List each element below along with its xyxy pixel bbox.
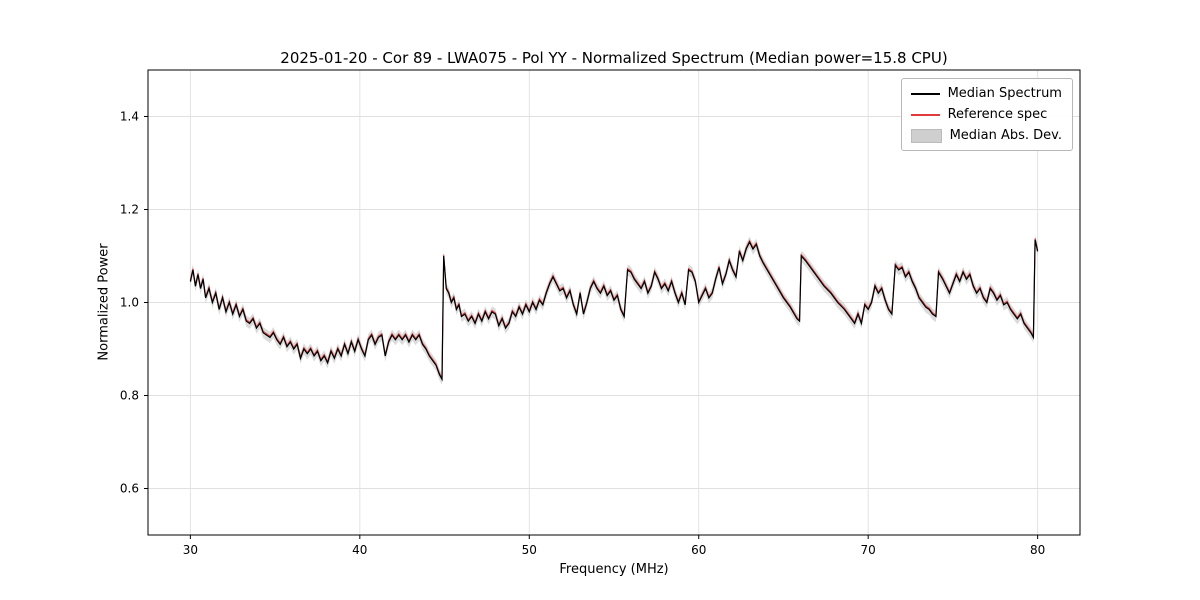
y-tick-label: 1.2 [120,203,139,217]
legend-line-swatch-red [910,113,940,116]
legend-label: Median Spectrum [947,86,1062,101]
chart-title: 2025-01-20 - Cor 89 - LWA075 - Pol YY - … [280,49,948,67]
x-tick-label: 60 [691,543,706,557]
legend-entry-reference-spec: Reference spec [910,107,1062,122]
x-tick-label: 80 [1030,543,1045,557]
x-tick-label: 50 [522,543,537,557]
x-tick-label: 30 [183,543,198,557]
mad-band [190,234,1038,385]
x-tick-label: 70 [861,543,876,557]
y-tick-label: 0.6 [120,482,139,496]
y-tick-label: 1.0 [120,296,139,310]
legend: Median Spectrum Reference spec Median Ab… [900,78,1073,151]
median-spectrum-line [189,239,1039,382]
x-tick-label: 40 [352,543,367,557]
y-tick-label: 1.4 [120,110,139,124]
x-axis-label: Frequency (MHz) [559,562,669,577]
legend-patch-swatch-gray [910,128,942,143]
y-axis-label: Normalized Power [96,243,112,361]
legend-line-swatch-black [910,92,940,95]
legend-label: Median Abs. Dev. [949,128,1062,143]
legend-entry-median-spectrum: Median Spectrum [910,86,1062,101]
legend-label: Reference spec [947,107,1048,122]
legend-entry-median-abs-dev: Median Abs. Dev. [910,128,1062,143]
y-tick-label: 0.8 [120,389,139,403]
